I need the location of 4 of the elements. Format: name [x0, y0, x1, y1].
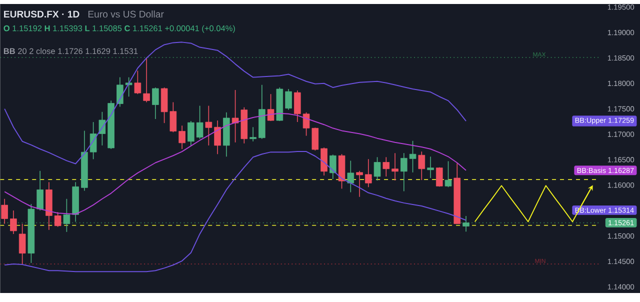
text: Euro vs US Dollar — [88, 10, 164, 18]
annotation: BB 20 2 close 1.1726 1.1629 1.1531 — [4, 48, 138, 54]
text: EURUSD.FX · 1D — [4, 10, 80, 18]
annotation: O 1.15192 H 1.15393 L 1.15085 C 1.15261 +0.00041 (+0.04%) — [4, 25, 235, 33]
